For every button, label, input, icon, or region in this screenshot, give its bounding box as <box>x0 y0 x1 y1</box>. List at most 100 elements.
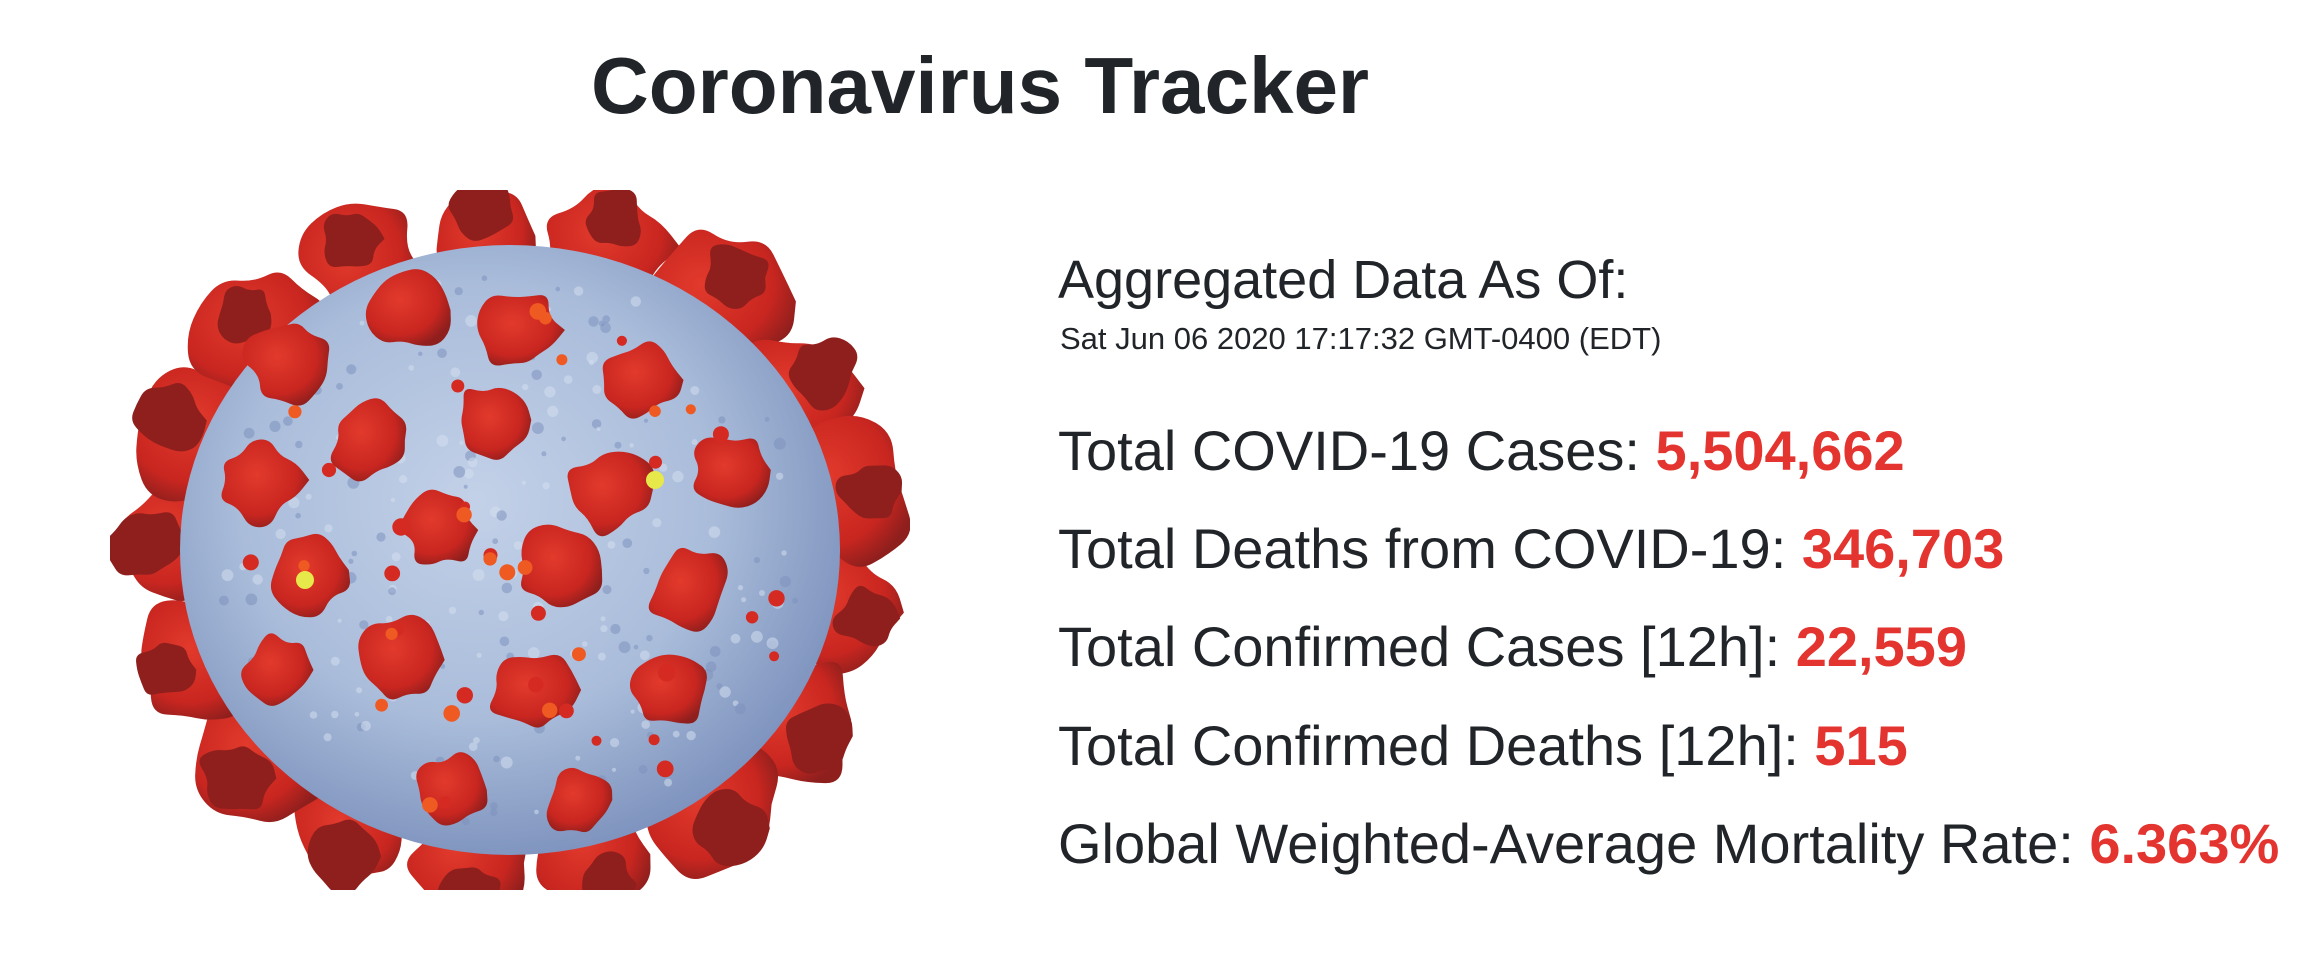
virus-texture-speck <box>781 550 787 556</box>
virus-spike <box>110 512 187 576</box>
virus-texture-speck <box>295 512 301 519</box>
virus-spike <box>358 614 445 700</box>
virus-texture-speck <box>221 569 234 582</box>
virus-dot <box>375 698 388 712</box>
virus-dot <box>384 565 401 582</box>
virus-texture-speck <box>596 426 601 431</box>
stat-mortality-rate: Global Weighted-Average Mortality Rate: … <box>1058 810 2308 877</box>
virus-texture-speck <box>473 737 480 744</box>
virus-texture-speck <box>659 463 668 472</box>
virus-texture-speck <box>751 630 763 643</box>
virus-texture-speck <box>779 576 791 588</box>
virus-texture-speck <box>618 641 631 654</box>
virus-texture-speck <box>691 439 698 446</box>
virus-texture-speck <box>243 427 255 439</box>
virus-texture-speck <box>501 582 513 594</box>
virus-texture-speck <box>672 470 684 483</box>
virus-texture-speck <box>527 647 540 659</box>
virus-texture-speck <box>641 720 650 729</box>
virus-texture-speck <box>465 315 477 327</box>
virus-dot <box>591 735 602 746</box>
virus-texture-speck <box>513 541 523 550</box>
virus-dot <box>443 705 461 722</box>
virus-texture-speck <box>245 593 258 606</box>
virus-spike <box>704 244 769 309</box>
virus-texture-speck <box>753 557 761 564</box>
virus-dot <box>528 676 544 693</box>
virus-texture-speck <box>775 472 784 480</box>
virus-dot <box>769 651 780 662</box>
virus-texture-speck <box>490 808 498 817</box>
virus-texture-speck <box>646 634 653 642</box>
virus-spike <box>132 383 207 452</box>
virus-spike <box>448 190 514 241</box>
stat-label: Total Deaths from COVID-19: <box>1058 517 1802 581</box>
virus-texture-speck <box>323 733 332 742</box>
virus-dot <box>422 797 438 813</box>
virus-dot <box>298 560 310 572</box>
virus-texture-speck <box>337 618 342 623</box>
virus-texture-speck <box>532 422 544 434</box>
virus-dot <box>649 455 662 469</box>
page-title: Coronavirus Tracker <box>590 41 1370 130</box>
virus-texture-speck <box>547 405 559 417</box>
virus-texture-speck <box>283 416 293 426</box>
virus-texture-speck <box>359 620 369 630</box>
virus-texture-speck <box>764 417 770 422</box>
stat-label: Total COVID-19 Cases: <box>1058 419 1656 483</box>
virus-dot <box>745 611 759 624</box>
stat-value: 515 <box>1814 713 1908 777</box>
virus-dot <box>648 734 660 746</box>
virus-spike <box>461 387 532 460</box>
virus-texture-speck <box>295 440 303 449</box>
virus-texture-speck <box>448 606 457 615</box>
virus-dot <box>658 663 676 682</box>
virus-texture-speck <box>716 683 723 690</box>
virus-texture-speck <box>398 475 408 484</box>
virus-texture-speck <box>629 443 634 448</box>
virus-texture-speck <box>498 611 509 622</box>
virus-dot <box>616 335 627 346</box>
virus-texture-speck <box>450 367 461 378</box>
virus-spike <box>438 867 501 890</box>
virus-texture-speck <box>459 440 464 446</box>
virus-texture-speck <box>639 650 650 661</box>
virus-texture-speck <box>336 383 343 390</box>
virus-texture-speck <box>672 730 680 738</box>
virus-dot <box>483 552 497 566</box>
virus-texture-speck <box>521 480 526 485</box>
virus-texture-speck <box>734 703 746 715</box>
virus-texture-speck <box>622 538 633 548</box>
virus-texture-speck <box>741 597 747 603</box>
virus-texture-speck <box>360 720 371 731</box>
virus-texture-speck <box>610 623 621 635</box>
virus-dot <box>712 426 729 443</box>
virus-spike <box>307 819 382 890</box>
virus-dot <box>542 702 558 718</box>
virus-texture-speck <box>586 351 598 364</box>
virus-texture-speck <box>610 738 620 748</box>
virus-texture-speck <box>690 386 700 395</box>
stat-label: Global Weighted-Average Mortality Rate: <box>1058 811 2090 875</box>
stat-total-cases: Total COVID-19 Cases: 5,504,662 <box>1058 417 2308 484</box>
virus-texture-speck <box>607 541 616 549</box>
virus-texture-speck <box>493 755 500 763</box>
virus-dot <box>530 605 546 621</box>
virus-texture-speck <box>759 590 765 596</box>
virus-texture-speck <box>600 616 606 622</box>
virus-spike <box>221 439 310 528</box>
virus-spike <box>323 213 385 268</box>
virus-texture-speck <box>792 597 799 604</box>
virus-texture-speck <box>437 348 447 358</box>
virus-texture-speck <box>522 383 529 391</box>
virus-spike <box>585 190 641 247</box>
virus-texture-speck <box>478 609 484 616</box>
virus-dot <box>656 760 674 778</box>
virus-texture-speck <box>359 320 365 326</box>
stat-label: Total Confirmed Deaths [12h]: <box>1058 713 1815 777</box>
virus-texture-speck <box>737 585 744 591</box>
virus-highlight-dot <box>296 571 314 589</box>
virus-texture-speck <box>575 755 581 761</box>
snapshot-timestamp: Sat Jun 06 2020 17:17:32 GMT-0400 (EDT) <box>1060 320 1662 356</box>
virus-spike <box>602 341 684 419</box>
